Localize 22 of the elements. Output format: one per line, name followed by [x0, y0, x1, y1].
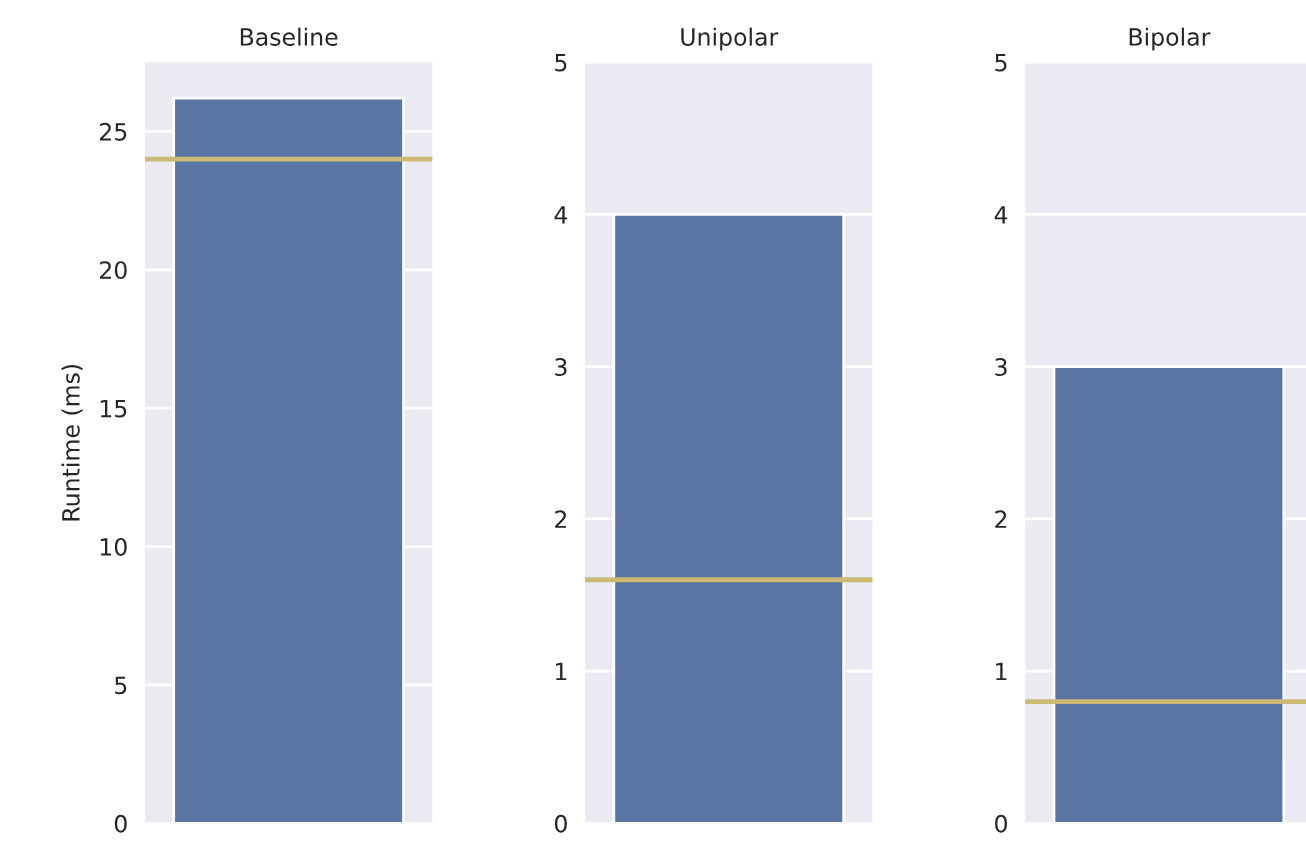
chart-title: Baseline: [240, 27, 338, 46]
y-tick-label: 3: [995, 358, 1007, 376]
chart-title: Bipolar: [1129, 27, 1211, 51]
y-tick-label: 4: [994, 206, 1008, 224]
y-tick-label: 0: [114, 814, 127, 833]
y-tick-label: 1: [996, 662, 1007, 681]
y-tick-label: 5: [555, 53, 567, 72]
y-tick-label: 0: [995, 814, 1007, 833]
y-tick-label: 3: [555, 358, 567, 376]
y-tick-label: 1: [555, 662, 567, 681]
y-tick-label: 2: [555, 510, 567, 528]
y-tick-label: 0: [554, 814, 567, 833]
y-tick-label: 15: [100, 399, 127, 418]
y-tick-label: 5: [115, 676, 127, 695]
y-tick-label: 5: [995, 53, 1007, 72]
chart-title: Unipolar: [681, 27, 779, 51]
y-tick-label: 25: [99, 122, 127, 141]
y-tick-label: 2: [995, 510, 1007, 528]
y-tick-label: 10: [100, 538, 127, 556]
y-axis-title: Runtime (ms): [61, 364, 83, 521]
y-tick-label: 4: [554, 206, 568, 224]
y-tick-label: 20: [99, 261, 127, 280]
